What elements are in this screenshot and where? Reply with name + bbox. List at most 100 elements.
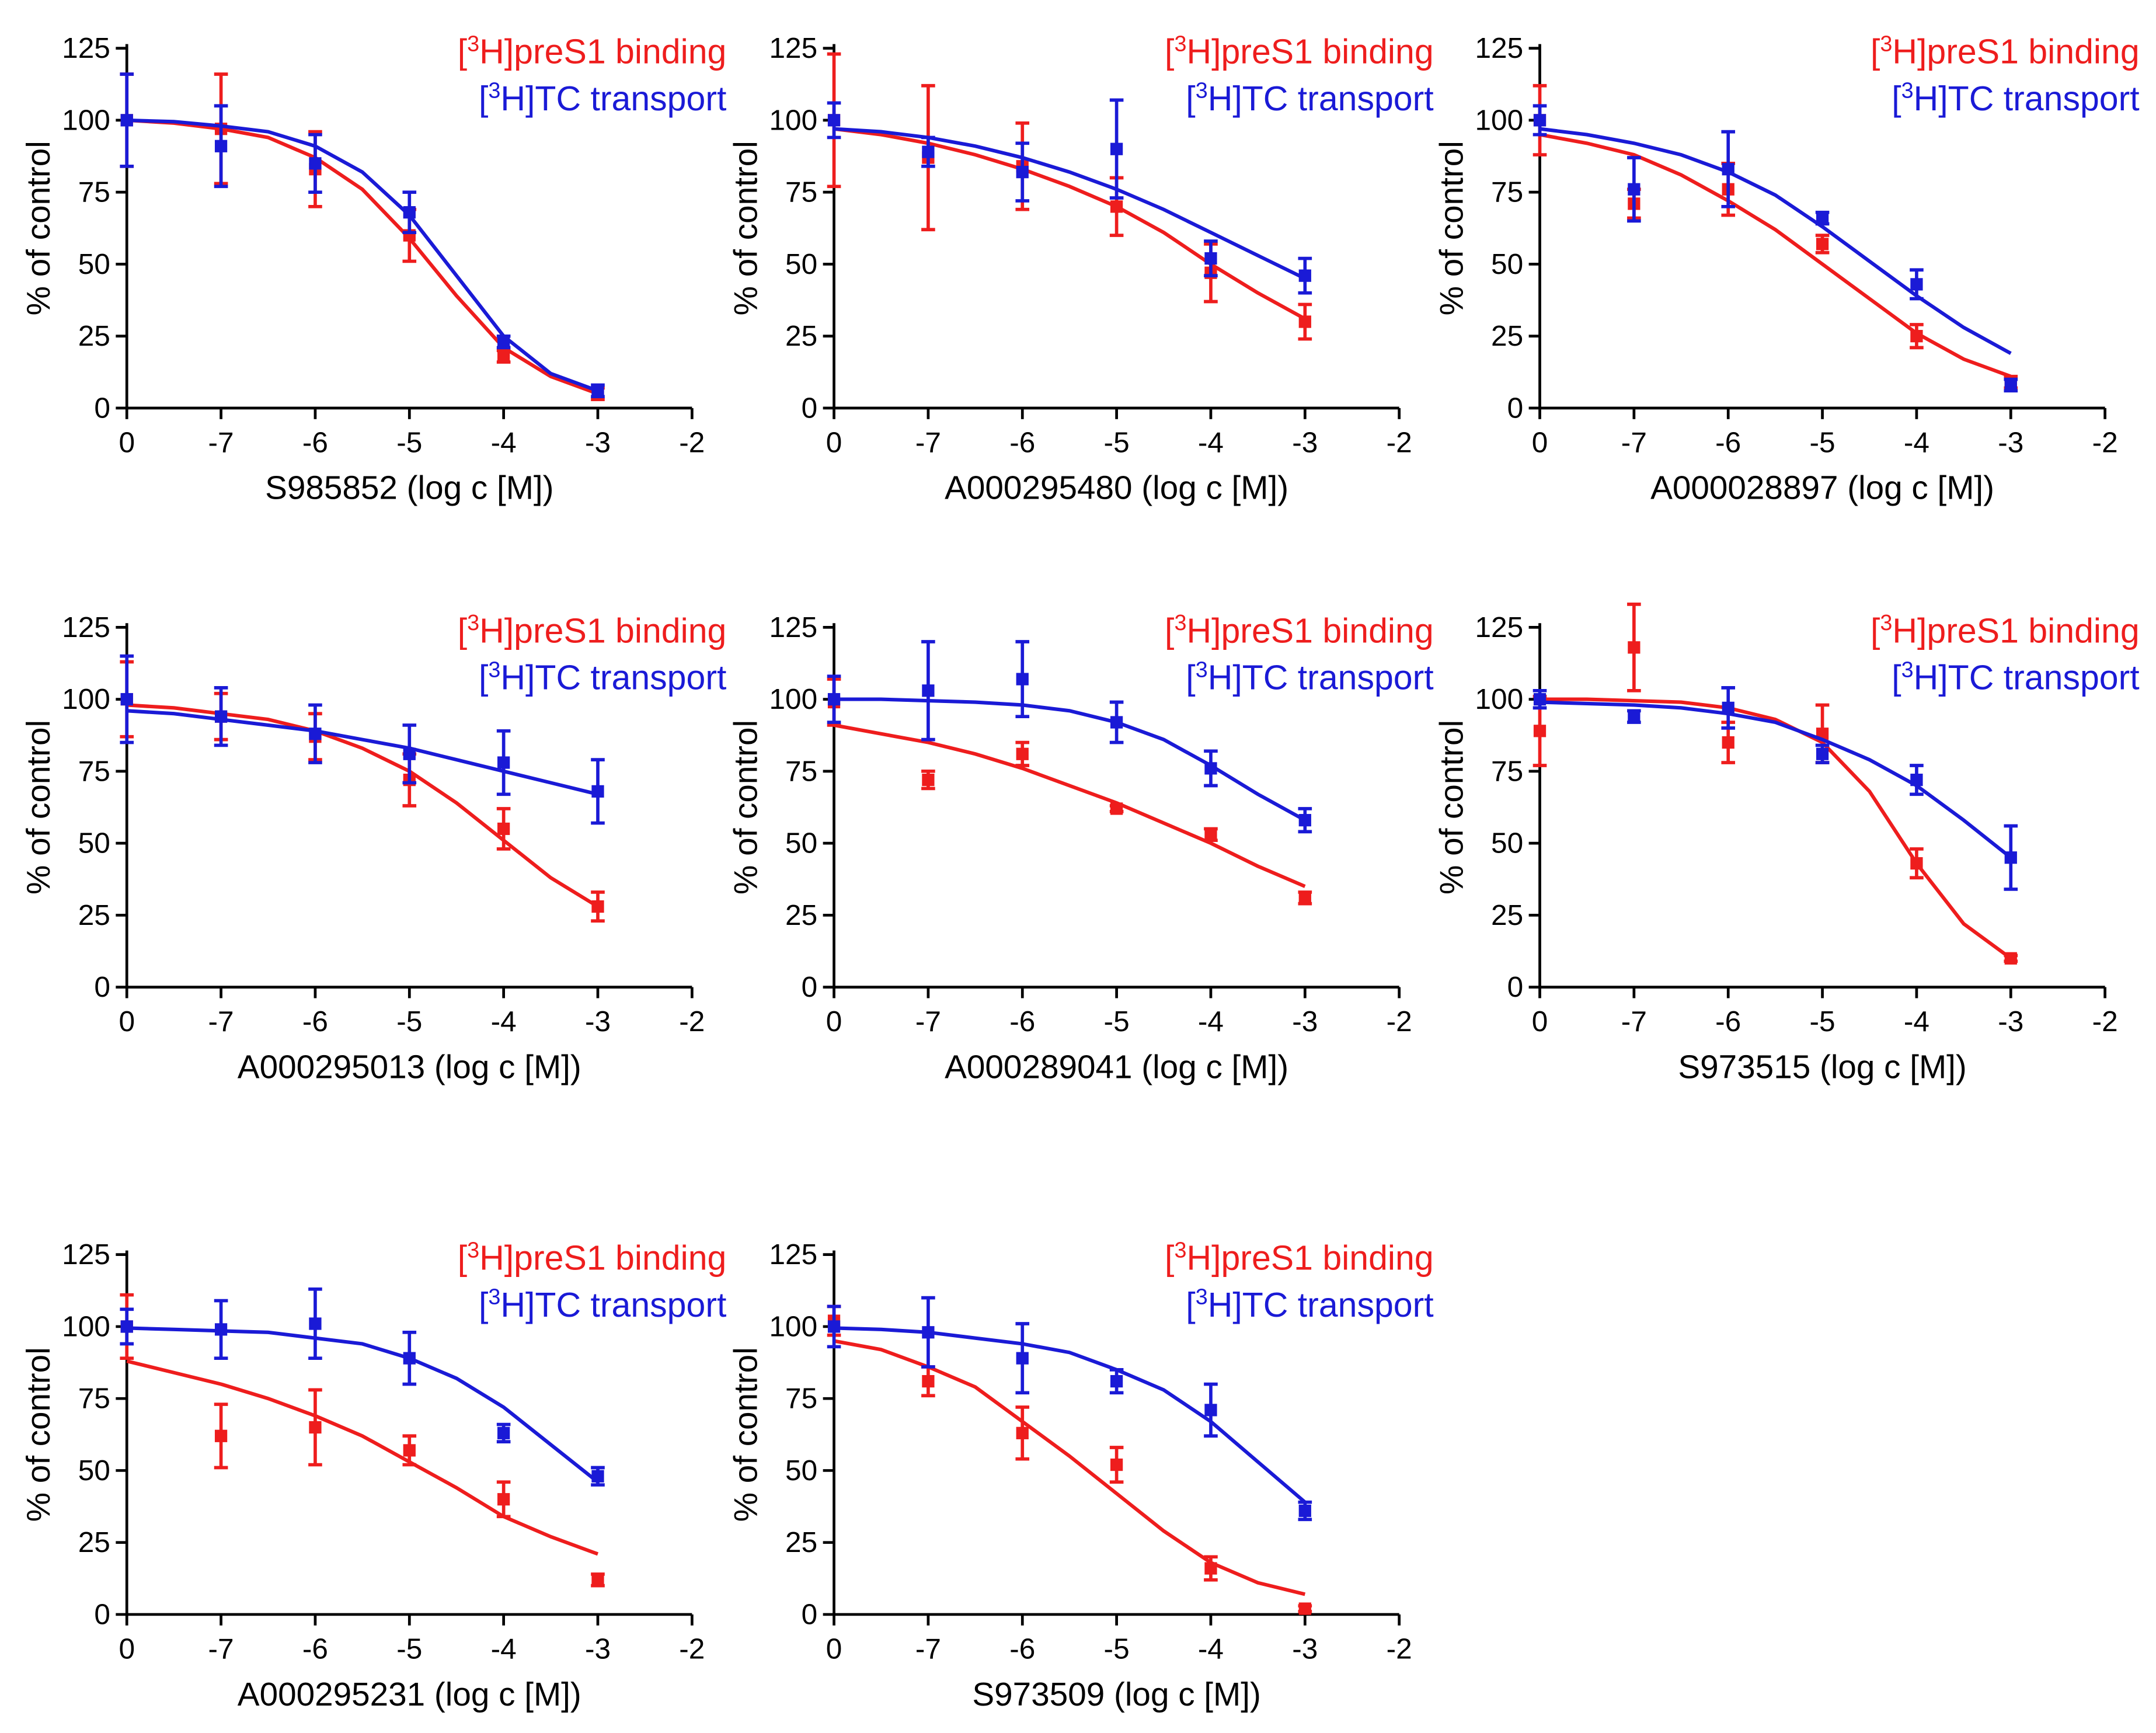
data-point: [827, 692, 841, 706]
y-tick-label: 50: [78, 248, 110, 280]
x-tick-label: -6: [1009, 1005, 1035, 1038]
data-point: [1016, 673, 1029, 685]
fit-curve: [1539, 697, 2012, 960]
legend-text-part: 3: [1174, 1238, 1186, 1262]
legend-text-part: 3: [1196, 657, 1208, 682]
legend-text-part: [: [1165, 1239, 1174, 1278]
data-point: [2004, 378, 2017, 392]
legend-label: [3H]preS1 binding: [1871, 32, 2140, 71]
legend-text-part: 3: [488, 79, 500, 103]
data-point: [403, 1444, 416, 1457]
y-axis-label: % of control: [1433, 720, 1470, 895]
x-tick-label: -5: [1104, 1632, 1130, 1665]
x-tick-label: -2: [1387, 1005, 1412, 1038]
y-tick-label: 25: [785, 1526, 817, 1558]
x-tick-label: -7: [208, 1005, 234, 1038]
legend-text-part: [: [1165, 611, 1174, 650]
data-point: [1110, 1374, 1123, 1388]
data-point: [214, 710, 228, 723]
y-tick-label: 25: [1491, 319, 1523, 352]
fit-curve: [834, 127, 1306, 321]
y-tick-label: 50: [1491, 827, 1523, 859]
fit-curve: [127, 703, 599, 909]
y-tick-label: 100: [62, 1310, 110, 1342]
y-axis-label: % of control: [727, 720, 764, 895]
data-point: [1110, 142, 1123, 155]
data-point: [214, 140, 228, 152]
data-point: [922, 1374, 935, 1388]
fit-curve: [834, 697, 1306, 822]
legend-text-part: 3: [1196, 1285, 1208, 1310]
data-point: [1910, 278, 1923, 291]
legend-text-part: H]preS1 binding: [1892, 33, 2139, 71]
x-axis-label: S973515 (log c [M]): [1678, 1049, 1966, 1085]
panel: 0 25 50 75 100 125 0 -7 -6 -5 -4 -3 -2 A000295480 (lo…: [727, 32, 1433, 507]
legend-label: [3H]preS1 binding: [458, 1238, 727, 1277]
legend-text-part: H]TC transport: [500, 659, 726, 697]
data-point: [1628, 183, 1640, 196]
x-tick-label: -5: [1104, 1005, 1130, 1038]
data-point: [1016, 747, 1029, 760]
x-tick-label: 0: [119, 1005, 135, 1038]
fit-curve: [834, 1326, 1307, 1504]
x-tick-label: -5: [1104, 426, 1130, 458]
data-point: [827, 114, 841, 127]
y-axis-label: % of control: [20, 1347, 57, 1522]
x-tick-label: -7: [915, 426, 941, 458]
data-point: [1204, 762, 1217, 775]
panel: 0 25 50 75 100 125 0 -7 -6 -5 -4 -3 -2 S985852 (log c…: [20, 32, 726, 507]
legend-text-part: H]preS1 binding: [1892, 611, 2139, 650]
data-point: [214, 1429, 228, 1442]
panel: 0 25 50 75 100 125 0 -7 -6 -5 -4 -3 -2 A000295013 (lo…: [20, 611, 726, 1086]
y-tick-label: 75: [78, 754, 110, 787]
data-point: [591, 900, 604, 913]
data-point: [403, 1352, 416, 1365]
x-tick-label: 0: [119, 426, 135, 458]
x-tick-label: -6: [1009, 426, 1035, 458]
x-tick-label: -5: [396, 1005, 422, 1038]
y-tick-label: 25: [78, 319, 110, 352]
data-point: [1910, 857, 1923, 870]
legend-label: [3H]TC transport: [1186, 657, 1433, 697]
data-point: [1533, 725, 1547, 737]
data-point: [1910, 330, 1923, 343]
data-point: [1628, 710, 1640, 723]
x-tick-label: -7: [1621, 1005, 1647, 1038]
x-tick-label: -3: [1292, 1005, 1318, 1038]
legend-text-part: [: [1871, 33, 1880, 71]
x-tick-label: -6: [1009, 1632, 1035, 1665]
x-axis-label: A000295231 (log c [M]): [238, 1676, 581, 1713]
x-tick-label: -4: [491, 426, 517, 458]
y-tick-label: 0: [94, 1598, 110, 1630]
y-tick-label: 100: [62, 683, 110, 715]
legend-text-part: [: [479, 1286, 488, 1324]
data-point: [1110, 716, 1123, 729]
x-tick-label: -4: [491, 1005, 517, 1038]
x-tick-label: -3: [585, 1005, 611, 1038]
x-tick-label: -2: [679, 1005, 705, 1038]
y-tick-label: 75: [785, 1382, 817, 1415]
data-point: [1722, 163, 1734, 176]
y-tick-label: 25: [78, 1526, 110, 1558]
fit-curve: [834, 127, 1306, 280]
data-point: [591, 1470, 604, 1483]
y-tick-label: 125: [1475, 611, 1523, 643]
data-point: [1816, 747, 1829, 760]
y-axis-label: % of control: [727, 141, 764, 315]
panel: 0 25 50 75 100 125 0 -7 -6 -5 -4 -3 -2 S973509 (log c…: [727, 1238, 1433, 1713]
data-point: [922, 145, 935, 158]
legend-text-part: 3: [467, 32, 479, 56]
data-point: [120, 114, 133, 127]
x-axis-label: S973509 (log c [M]): [972, 1676, 1260, 1713]
x-tick-label: -5: [1810, 1005, 1835, 1038]
legend-text-part: [: [1186, 79, 1195, 118]
legend-text-part: [: [479, 79, 488, 118]
data-point: [497, 1426, 510, 1439]
legend-label: [3H]preS1 binding: [1165, 1238, 1434, 1277]
legend-text-part: H]TC transport: [1208, 659, 1434, 697]
fit-curve: [127, 1326, 599, 1484]
y-tick-label: 100: [769, 1310, 817, 1342]
y-tick-label: 50: [785, 1454, 817, 1487]
x-axis-label: A000289041 (log c [M]): [945, 1049, 1288, 1085]
